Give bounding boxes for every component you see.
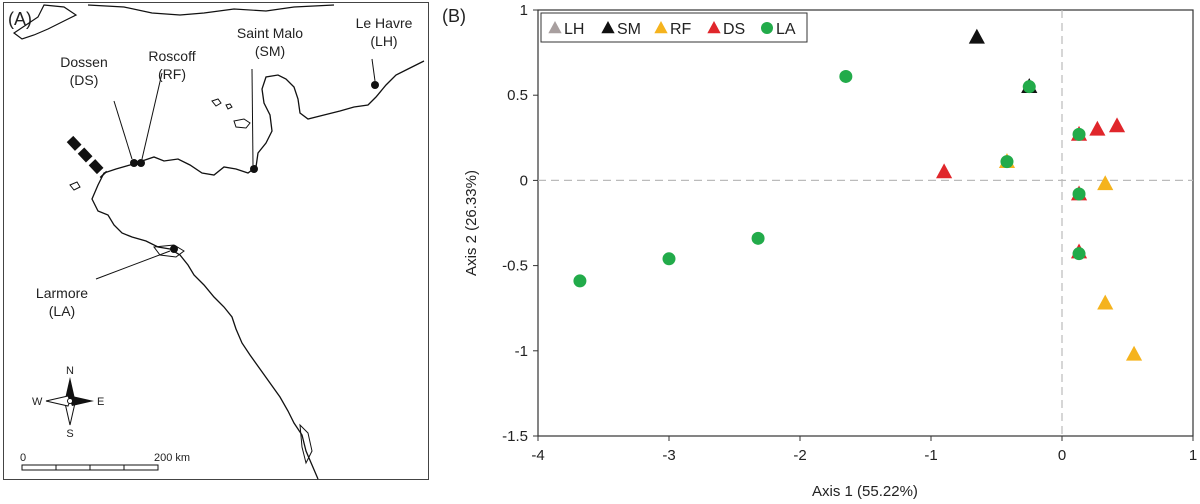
site-code-le-havre: (LH): [370, 33, 397, 49]
point-la: [1000, 155, 1014, 169]
legend-marker-la: [761, 22, 773, 34]
point-rf: [1125, 345, 1143, 361]
gulf-of-morbihan: [153, 244, 185, 258]
site-name-larmore: Larmore: [36, 285, 88, 301]
island: [225, 103, 233, 110]
x-tick-label: 0: [1058, 447, 1066, 464]
site-dot-roscoff: [137, 159, 145, 167]
point-rf: [1097, 294, 1114, 310]
point-ds: [936, 163, 953, 179]
uk-coast-west: [12, 4, 78, 40]
legend-label-sm: SM: [617, 21, 641, 38]
site-dot-le-havre: [371, 81, 379, 89]
scale-end-label: 200 km: [154, 452, 190, 464]
map-panel-label: (A): [8, 9, 32, 29]
site-code-saint-malo: (SM): [255, 43, 285, 59]
compass-w: W: [32, 396, 43, 408]
leader-line: [113, 100, 133, 160]
site-code-dossen: (DS): [70, 72, 99, 88]
point-la: [1072, 127, 1086, 141]
compass-s: S: [66, 428, 73, 440]
point-rf: [1097, 175, 1114, 191]
point-la: [751, 231, 765, 245]
map-svg: (A) Dossen (DS) Roscoff (RF) Saint Mal: [8, 4, 425, 480]
site-name-saint-malo: Saint Malo: [237, 25, 303, 41]
y-tick-label: -1.5: [502, 428, 528, 445]
scale-bar: [21, 464, 159, 471]
leader-line: [141, 72, 163, 160]
point-sm: [968, 28, 985, 44]
legend-marker-ds: [707, 21, 721, 34]
site-code-roscoff: (RF): [158, 66, 186, 82]
island: [211, 98, 222, 107]
site-dot-dossen: [130, 159, 138, 167]
compass-e: E: [97, 396, 104, 408]
point-la: [662, 252, 676, 266]
compass-n: N: [66, 365, 74, 377]
x-tick-label: -3: [662, 447, 675, 464]
legend-marker-lh: [548, 21, 562, 34]
leader-line: [95, 250, 171, 280]
chart-panel-label: (B): [442, 6, 466, 26]
y-tick-label: 1: [520, 2, 528, 19]
x-tick-label: -4: [531, 447, 544, 464]
map-panel: (A) Dossen (DS) Roscoff (RF) Saint Mal: [3, 2, 429, 480]
island: [69, 181, 81, 191]
y-tick-label: -1: [515, 343, 528, 360]
leader-line: [251, 68, 254, 166]
site-name-roscoff: Roscoff: [148, 48, 195, 64]
point-ds: [1108, 117, 1126, 133]
axis-ticks: -4 -3 -2 -1 0 1 -1.5 -1 -0.5 0 0.5 1: [502, 2, 1197, 464]
scale-start-label: 0: [20, 452, 26, 464]
island: [233, 118, 251, 129]
gironde-estuary: [299, 423, 313, 465]
data-points: [573, 28, 1143, 361]
x-tick-label: -1: [924, 447, 937, 464]
pca-chart: (B) -4 -3 -2 -1 0 1 -1.5 -1 -0.5 0 0.5 1 LH SM RF DS LA…: [442, 2, 1197, 500]
point-la: [1072, 247, 1086, 261]
uk-coast-south: [87, 4, 335, 16]
point-la: [1022, 80, 1036, 94]
y-axis-title: Axis 2 (26.33%): [463, 170, 480, 276]
x-axis-title: Axis 1 (55.22%): [812, 483, 918, 500]
site-name-le-havre: Le Havre: [356, 15, 413, 31]
legend-label-ds: DS: [723, 21, 745, 38]
point-la: [839, 69, 853, 83]
y-tick-label: 0.5: [507, 87, 528, 104]
legend-label-rf: RF: [670, 21, 692, 38]
site-code-larmore: (LA): [49, 303, 75, 319]
compass-rose-icon: [45, 377, 94, 426]
y-tick-label: -0.5: [502, 258, 528, 275]
legend-marker-sm: [601, 21, 615, 34]
site-dot-larmore: [170, 245, 178, 253]
plot-area: [537, 9, 1194, 437]
legend-label-lh: LH: [564, 21, 584, 38]
site-name-dossen: Dossen: [60, 54, 107, 70]
legend-label-la: LA: [776, 21, 796, 38]
transect-marker: [66, 135, 108, 179]
legend-marker-rf: [654, 21, 668, 34]
site-dot-saint-malo: [250, 165, 258, 173]
x-tick-label: 1: [1189, 447, 1197, 464]
legend: LH SM RF DS LA: [540, 12, 808, 43]
point-ds: [1089, 120, 1106, 136]
x-tick-label: -2: [793, 447, 806, 464]
point-la: [573, 274, 587, 288]
y-tick-label: 0: [520, 172, 528, 189]
point-la: [1072, 187, 1086, 201]
france-coastline: [91, 60, 425, 480]
leader-line: [371, 58, 376, 82]
